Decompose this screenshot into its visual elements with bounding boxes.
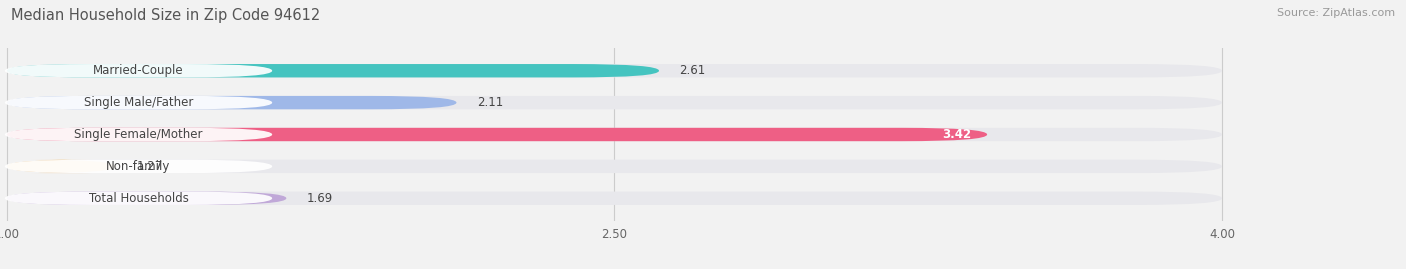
FancyBboxPatch shape: [7, 128, 1222, 141]
Text: Single Male/Father: Single Male/Father: [84, 96, 193, 109]
FancyBboxPatch shape: [7, 192, 1222, 205]
FancyBboxPatch shape: [7, 128, 987, 141]
FancyBboxPatch shape: [7, 96, 457, 109]
Text: Married-Couple: Married-Couple: [93, 64, 184, 77]
FancyBboxPatch shape: [4, 96, 273, 109]
Text: Non-family: Non-family: [107, 160, 170, 173]
Text: Source: ZipAtlas.com: Source: ZipAtlas.com: [1277, 8, 1395, 18]
FancyBboxPatch shape: [7, 64, 659, 77]
FancyBboxPatch shape: [7, 160, 1222, 173]
Text: 1.27: 1.27: [136, 160, 163, 173]
FancyBboxPatch shape: [4, 160, 273, 173]
Text: 1.69: 1.69: [307, 192, 333, 205]
Text: 2.11: 2.11: [477, 96, 503, 109]
FancyBboxPatch shape: [4, 192, 273, 205]
FancyBboxPatch shape: [7, 64, 1222, 77]
Text: 3.42: 3.42: [942, 128, 972, 141]
Text: 2.61: 2.61: [679, 64, 706, 77]
FancyBboxPatch shape: [4, 128, 273, 141]
Text: Single Female/Mother: Single Female/Mother: [75, 128, 202, 141]
FancyBboxPatch shape: [7, 160, 117, 173]
FancyBboxPatch shape: [4, 64, 273, 77]
FancyBboxPatch shape: [7, 192, 287, 205]
Text: Median Household Size in Zip Code 94612: Median Household Size in Zip Code 94612: [11, 8, 321, 23]
Text: Total Households: Total Households: [89, 192, 188, 205]
FancyBboxPatch shape: [7, 96, 1222, 109]
